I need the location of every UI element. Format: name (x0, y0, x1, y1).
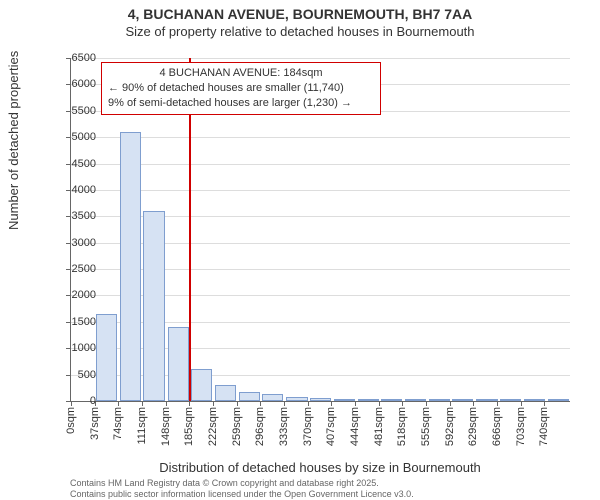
histogram-bar (215, 385, 236, 401)
xtick-label: 111sqm (136, 407, 148, 445)
ytick-label: 1500 (36, 316, 96, 328)
xtick-label: 703sqm (515, 407, 527, 446)
xtick-mark (402, 401, 403, 406)
xtick-label: 185sqm (183, 407, 195, 446)
annotation-box: 4 BUCHANAN AVENUE: 184sqm← 90% of detach… (101, 62, 381, 115)
xtick-mark (331, 401, 332, 406)
xtick-label: 74sqm (112, 407, 124, 440)
histogram-bar (548, 399, 569, 401)
histogram-bar (381, 399, 402, 401)
histogram-bar (500, 399, 521, 401)
histogram-bar (358, 399, 379, 401)
chart-subtitle: Size of property relative to detached ho… (0, 24, 600, 39)
gridline-h (71, 137, 570, 138)
ytick-label: 3500 (36, 210, 96, 222)
xtick-label: 296sqm (254, 407, 266, 446)
xtick-mark (166, 401, 167, 406)
footer-line-2: Contains public sector information licen… (70, 489, 414, 500)
annotation-line: 4 BUCHANAN AVENUE: 184sqm (108, 66, 374, 81)
xtick-mark (308, 401, 309, 406)
xtick-label: 481sqm (373, 407, 385, 446)
ytick-label: 0 (36, 395, 96, 407)
plot-area: 0sqm37sqm74sqm111sqm148sqm185sqm222sqm25… (70, 58, 570, 402)
histogram-bar (168, 327, 189, 401)
histogram-bar (286, 397, 308, 401)
ytick-label: 4000 (36, 184, 96, 196)
gridline-h (71, 164, 570, 165)
xtick-mark (544, 401, 545, 406)
xtick-label: 518sqm (396, 407, 408, 446)
annotation-line: ← 90% of detached houses are smaller (11… (108, 81, 374, 96)
footer-line-1: Contains HM Land Registry data © Crown c… (70, 478, 414, 489)
xtick-label: 740sqm (538, 407, 550, 446)
histogram-bar (143, 211, 165, 401)
ytick-label: 5500 (36, 105, 96, 117)
ytick-label: 6500 (36, 52, 96, 64)
xtick-mark (189, 401, 190, 406)
gridline-h (71, 190, 570, 191)
histogram-bar (334, 399, 355, 401)
ytick-label: 1000 (36, 342, 96, 354)
xtick-label: 222sqm (207, 407, 219, 446)
xtick-label: 407sqm (325, 407, 337, 446)
y-axis-label: Number of detached properties (6, 51, 21, 230)
xtick-mark (118, 401, 119, 406)
xtick-mark (260, 401, 261, 406)
ytick-label: 6000 (36, 78, 96, 90)
xtick-label: 333sqm (278, 407, 290, 446)
x-axis-label: Distribution of detached houses by size … (70, 460, 570, 475)
xtick-mark (426, 401, 427, 406)
xtick-label: 0sqm (65, 407, 77, 434)
xtick-mark (450, 401, 451, 406)
xtick-mark (284, 401, 285, 406)
xtick-mark (521, 401, 522, 406)
chart-title: 4, BUCHANAN AVENUE, BOURNEMOUTH, BH7 7AA (0, 6, 600, 22)
ytick-label: 500 (36, 369, 96, 381)
xtick-label: 370sqm (302, 407, 314, 446)
footer-attribution: Contains HM Land Registry data © Crown c… (70, 478, 414, 500)
xtick-mark (497, 401, 498, 406)
histogram-bar (120, 132, 141, 401)
histogram-bar (191, 369, 212, 401)
xtick-mark (213, 401, 214, 406)
chart-container: 4, BUCHANAN AVENUE, BOURNEMOUTH, BH7 7AA… (0, 0, 600, 500)
xtick-label: 666sqm (491, 407, 503, 446)
xtick-mark (473, 401, 474, 406)
histogram-bar (262, 394, 283, 401)
xtick-mark (142, 401, 143, 406)
ytick-label: 5000 (36, 131, 96, 143)
xtick-label: 444sqm (349, 407, 361, 446)
xtick-label: 259sqm (231, 407, 243, 446)
histogram-bar (429, 399, 450, 401)
title-block: 4, BUCHANAN AVENUE, BOURNEMOUTH, BH7 7AA… (0, 0, 600, 39)
histogram-bar (310, 398, 331, 401)
annotation-line: 9% of semi-detached houses are larger (1… (108, 96, 374, 111)
ytick-label: 2500 (36, 263, 96, 275)
xtick-mark (355, 401, 356, 406)
ytick-label: 3000 (36, 237, 96, 249)
histogram-bar (524, 399, 545, 401)
ytick-label: 2000 (36, 289, 96, 301)
histogram-bar (239, 392, 260, 401)
histogram-bar (405, 399, 426, 401)
xtick-label: 37sqm (89, 407, 101, 440)
ytick-label: 4500 (36, 158, 96, 170)
xtick-label: 629sqm (467, 407, 479, 446)
xtick-mark (379, 401, 380, 406)
xtick-mark (237, 401, 238, 406)
gridline-h (71, 58, 570, 59)
histogram-bar (476, 399, 498, 401)
histogram-bar (452, 399, 473, 401)
xtick-label: 148sqm (160, 407, 172, 446)
xtick-label: 592sqm (444, 407, 456, 446)
xtick-label: 555sqm (420, 407, 432, 446)
histogram-bar (96, 314, 117, 401)
